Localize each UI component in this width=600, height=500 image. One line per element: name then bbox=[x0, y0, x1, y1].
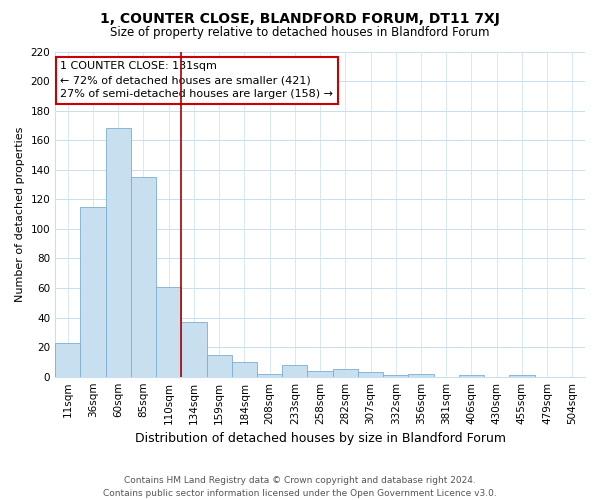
Bar bbox=[459, 375, 484, 376]
Bar bbox=[106, 128, 131, 376]
Bar bbox=[358, 372, 383, 376]
Bar bbox=[509, 375, 535, 376]
Text: Size of property relative to detached houses in Blandford Forum: Size of property relative to detached ho… bbox=[110, 26, 490, 39]
Bar bbox=[80, 206, 106, 376]
Bar bbox=[55, 342, 80, 376]
Bar bbox=[131, 177, 156, 376]
Y-axis label: Number of detached properties: Number of detached properties bbox=[15, 126, 25, 302]
Bar bbox=[282, 365, 307, 376]
Bar bbox=[181, 322, 206, 376]
Bar bbox=[156, 286, 181, 376]
Text: 1, COUNTER CLOSE, BLANDFORD FORUM, DT11 7XJ: 1, COUNTER CLOSE, BLANDFORD FORUM, DT11 … bbox=[100, 12, 500, 26]
Text: 1 COUNTER CLOSE: 131sqm
← 72% of detached houses are smaller (421)
27% of semi-d: 1 COUNTER CLOSE: 131sqm ← 72% of detache… bbox=[61, 62, 334, 100]
Bar bbox=[383, 375, 409, 376]
Bar bbox=[409, 374, 434, 376]
Bar bbox=[232, 362, 257, 376]
Bar bbox=[332, 370, 358, 376]
Bar bbox=[307, 371, 332, 376]
Bar bbox=[257, 374, 282, 376]
X-axis label: Distribution of detached houses by size in Blandford Forum: Distribution of detached houses by size … bbox=[134, 432, 506, 445]
Text: Contains HM Land Registry data © Crown copyright and database right 2024.
Contai: Contains HM Land Registry data © Crown c… bbox=[103, 476, 497, 498]
Bar bbox=[206, 354, 232, 376]
